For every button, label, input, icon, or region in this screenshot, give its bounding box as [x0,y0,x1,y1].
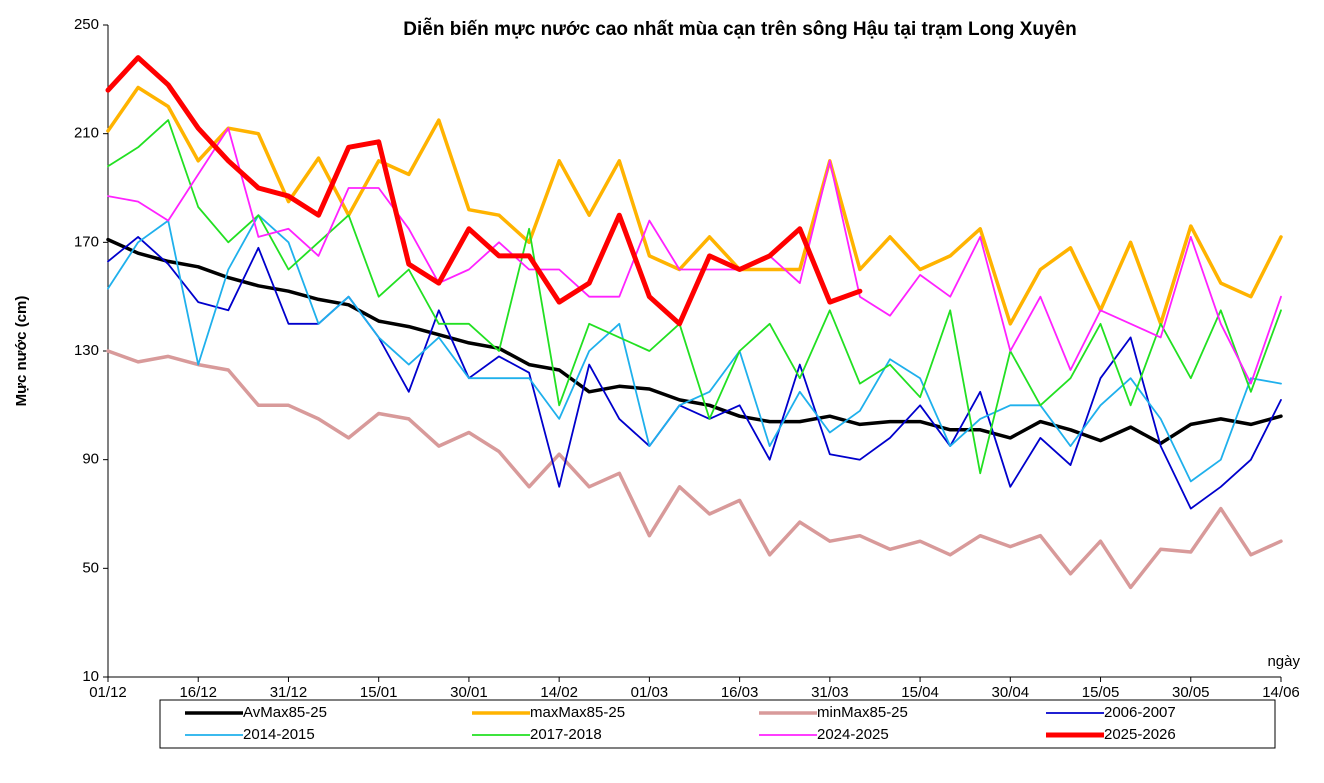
x-tick-label: 30/01 [450,684,488,701]
legend-label: 2024-2025 [817,726,889,743]
x-tick-label: 15/01 [360,684,398,701]
series-line [106,349,1283,590]
x-tick-label: 31/12 [270,684,308,701]
series-line [107,236,1282,510]
legend-label: minMax85-25 [817,704,908,721]
series-line [107,127,1282,385]
x-tick-label: 30/05 [1172,684,1210,701]
y-tick-label: 250 [74,16,99,33]
y-tick-label: 10 [82,668,99,685]
x-tick-label: 31/03 [811,684,849,701]
x-tick-label: 14/06 [1262,684,1300,701]
legend-label: 2025-2026 [1104,726,1176,743]
y-tick-label: 90 [82,451,99,468]
series-line [105,55,863,327]
legend-label: 2017-2018 [530,726,602,743]
y-tick-label: 210 [74,125,99,142]
x-tick-label: 16/12 [179,684,217,701]
x-tick-label: 15/04 [901,684,939,701]
x-tick-label: 01/03 [631,684,669,701]
x-tick-label: 14/02 [540,684,578,701]
series-line [106,237,1283,446]
x-tick-label: 30/04 [992,684,1030,701]
y-tick-label: 50 [82,559,99,576]
y-tick-label: 170 [74,233,99,250]
series-line [107,214,1282,483]
legend-box [159,699,1276,749]
x-axis-label: ngày [1267,653,1300,670]
legend-label: 2006-2007 [1104,704,1176,721]
legend-label: maxMax85-25 [530,704,625,721]
x-tick-label: 01/12 [89,684,127,701]
legend-label: 2014-2015 [243,726,315,743]
x-tick-label: 16/03 [721,684,759,701]
series-line [106,85,1283,326]
y-axis-label: Mực nước (cm) [13,296,30,407]
series-line [107,119,1282,475]
chart-title: Diễn biến mực nước cao nhất mùa cạn trên… [403,18,1076,40]
x-tick-label: 15/05 [1082,684,1120,701]
y-tick-label: 130 [74,342,99,359]
legend-label: AvMax85-25 [243,704,327,721]
